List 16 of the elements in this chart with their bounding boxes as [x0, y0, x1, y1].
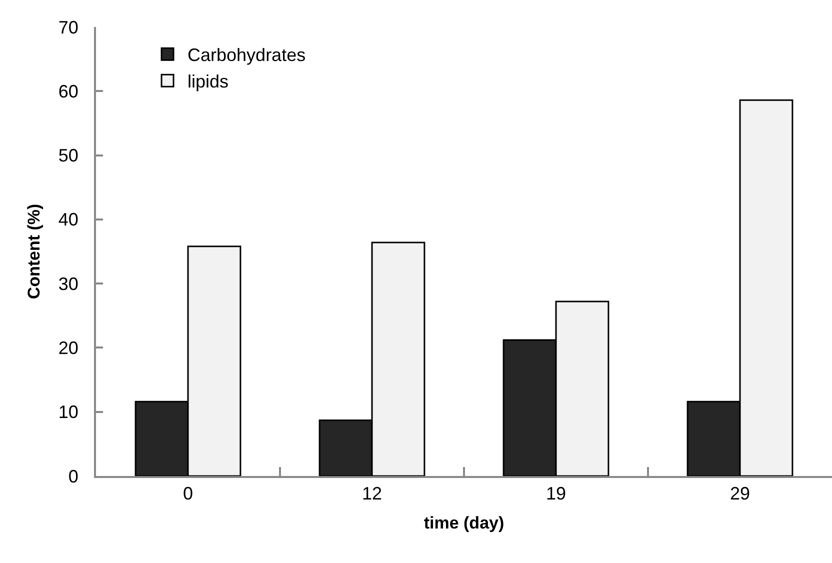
y-axis-title: Content (%)	[24, 204, 44, 300]
x-tick-label: 19	[546, 484, 566, 504]
x-tick-label: 12	[362, 484, 382, 504]
y-tick-label: 40	[58, 210, 78, 230]
y-tick-label: 50	[58, 146, 78, 166]
y-tick-label: 30	[58, 274, 78, 294]
x-axis-title: time (day)	[424, 514, 504, 532]
legend-label: lipids	[188, 72, 229, 92]
y-tick-label: 20	[58, 338, 78, 358]
y-tick-label: 70	[58, 17, 78, 38]
x-tick-label: 29	[730, 484, 750, 504]
legend-label: Carbohydrates	[188, 45, 306, 66]
x-tick-label: 0	[182, 484, 194, 504]
y-tick-label: 60	[58, 81, 78, 102]
y-tick-label: 0	[68, 466, 78, 486]
y-tick-label: 10	[58, 402, 78, 422]
